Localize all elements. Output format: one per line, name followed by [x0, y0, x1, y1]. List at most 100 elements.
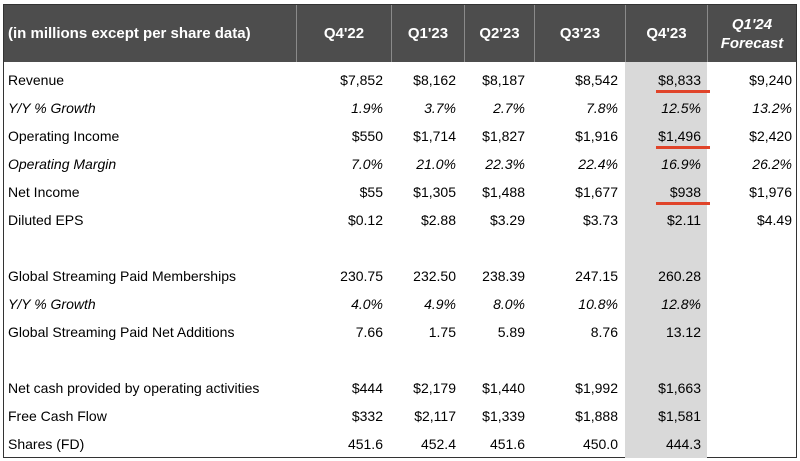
cell-value: 2.7%: [493, 100, 525, 116]
row-label: Operating Income: [8, 128, 120, 144]
cell-value: [712, 318, 792, 346]
cell-value: $9,240: [749, 72, 792, 88]
row-label: Y/Y % Growth: [8, 296, 96, 312]
cell-value: 5.89: [497, 324, 525, 340]
row-label: Free Cash Flow: [8, 408, 107, 424]
cell-value: [712, 234, 792, 262]
cell-value: $1,305: [413, 184, 456, 200]
cell-value: 444.3: [665, 436, 701, 452]
cell-value: $2,117: [414, 408, 456, 424]
table-row: Revenue $7,852 $8,162 $8,187 $8,542 $8,833 $9,…: [4, 66, 796, 94]
table-row: Global Streaming Paid Memberships 230.75 2…: [4, 262, 796, 290]
spacer-row: [4, 234, 796, 262]
cell-value: [386, 346, 456, 374]
table-header: (in millions except per share data) Q4'2…: [4, 5, 796, 62]
cell-value: $7,852: [340, 72, 383, 88]
cell-value: $1,714: [413, 128, 456, 144]
cell-value: $3.29: [489, 212, 525, 228]
cell-value: $444: [351, 380, 383, 396]
cell-value: $0.12: [347, 212, 383, 228]
cell-value: 26.2%: [752, 156, 792, 172]
cell-value: $2,179: [413, 380, 456, 396]
cell-value: [712, 402, 792, 430]
cell-value: $2.88: [420, 212, 456, 228]
cell-value: $1,888: [575, 408, 618, 424]
cell-value: 450.0: [582, 436, 618, 452]
table-row: Y/Y % Growth 4.0% 4.9% 8.0% 10.8% 12.8%: [4, 290, 796, 318]
cell-value: [712, 374, 792, 402]
cell-value: $550: [351, 128, 383, 144]
cell-value: [625, 346, 701, 374]
cell-value: 3.7%: [424, 100, 456, 116]
cell-value: 247.15: [575, 268, 618, 284]
cell-value: 10.8%: [578, 296, 618, 312]
row-label: Net cash provided by operating activitie…: [8, 380, 260, 396]
red-underline-mark: [656, 202, 710, 205]
cell-value: 21.0%: [416, 156, 456, 172]
cell-value: 1.75: [428, 324, 456, 340]
cell-value: [532, 346, 618, 374]
cell-value: $1,663: [658, 380, 701, 396]
cell-value: 8.76: [590, 324, 618, 340]
cell-value: [303, 234, 383, 262]
header-col-q2-23: Q2'23: [464, 5, 534, 62]
table-row: Global Streaming Paid Net Additions 7.66 1…: [4, 318, 796, 346]
cell-value: 452.4: [420, 436, 456, 452]
cell-value: [303, 346, 383, 374]
cell-value: $1,827: [482, 128, 525, 144]
cell-value: [459, 234, 525, 262]
cell-value: $8,187: [482, 72, 525, 88]
cell-value: $938: [669, 184, 701, 200]
cell-value: [712, 262, 792, 290]
cell-value: [712, 346, 792, 374]
cell-value: $1,496: [658, 128, 701, 144]
cell-value: 4.0%: [351, 296, 383, 312]
cell-value: 230.75: [340, 268, 383, 284]
cell-value: 238.39: [482, 268, 525, 284]
table-row: Free Cash Flow $332 $2,117 $1,339 $1,888 $1,5…: [4, 402, 796, 430]
cell-value: 260.28: [658, 268, 701, 284]
table-row: Y/Y % Growth 1.9% 3.7% 2.7% 7.8% 12.5% 13.2%: [4, 94, 796, 122]
cell-value: 12.5%: [661, 100, 701, 116]
cell-value: 13.2%: [752, 100, 792, 116]
cell-value: 16.9%: [661, 156, 701, 172]
cell-value: 8.0%: [493, 296, 525, 312]
row-label: Net Income: [8, 184, 80, 200]
header-col-forecast: Q1'24 Forecast: [707, 5, 796, 62]
cell-value: 12.8%: [661, 296, 701, 312]
table-row: Operating Income $550 $1,714 $1,827 $1,916 $1…: [4, 122, 796, 150]
forecast-label: Forecast: [720, 34, 784, 52]
red-underline-mark: [656, 146, 710, 149]
red-underline-mark: [656, 90, 710, 93]
table-row: Net cash provided by operating activitie…: [4, 374, 796, 402]
cell-value: 7.66: [355, 324, 383, 340]
cell-value: $3.73: [582, 212, 618, 228]
cell-value: $1,339: [482, 408, 525, 424]
cell-value: 4.9%: [424, 296, 456, 312]
q4-23-highlight-column: [625, 62, 707, 458]
cell-value: 22.3%: [485, 156, 525, 172]
forecast-period: Q1'24: [731, 15, 773, 33]
cell-value: $1,440: [482, 380, 525, 396]
spacer-row: [4, 346, 796, 374]
header-col-q1-23: Q1'23: [391, 5, 464, 62]
header-col-q4-23: Q4'23: [625, 5, 707, 62]
header-col-q3-23: Q3'23: [534, 5, 625, 62]
cell-value: $8,542: [575, 72, 618, 88]
cell-value: 13.12: [665, 324, 701, 340]
header-col-q4-22: Q4'22: [296, 5, 391, 62]
cell-value: $332: [351, 408, 383, 424]
cell-value: $1,677: [575, 184, 618, 200]
cell-value: 1.9%: [351, 100, 383, 116]
row-label: Global Streaming Paid Memberships: [8, 268, 236, 284]
cell-value: $1,992: [575, 380, 618, 396]
cell-value: [625, 234, 701, 262]
cell-value: $2,420: [749, 128, 792, 144]
cell-value: $55: [359, 184, 383, 200]
row-label: Global Streaming Paid Net Additions: [8, 324, 235, 340]
cell-value: $1,488: [482, 184, 525, 200]
cell-value: [386, 234, 456, 262]
row-label: Revenue: [8, 72, 65, 88]
header-label: (in millions except per share data): [8, 25, 251, 42]
row-label: Y/Y % Growth: [8, 100, 96, 116]
